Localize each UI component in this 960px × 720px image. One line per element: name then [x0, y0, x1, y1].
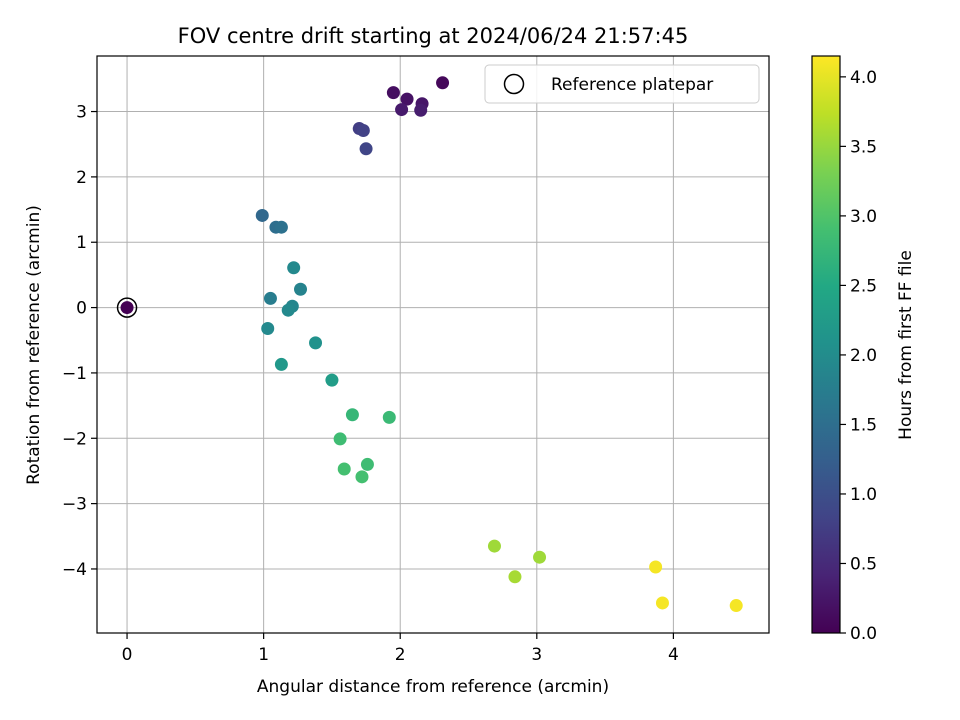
y-tick-label: −3 [62, 495, 87, 515]
data-point [263, 291, 277, 305]
y-tick-label: −1 [62, 364, 87, 384]
data-point [508, 570, 522, 584]
y-axis-label: Rotation from reference (arcmin) [24, 205, 44, 485]
y-tick-label: 0 [76, 299, 87, 319]
data-point [309, 336, 323, 350]
data-point [436, 76, 450, 90]
colorbar-tick-label: 3.0 [850, 207, 877, 227]
data-point [382, 410, 396, 424]
colorbar-tick-label: 0.5 [850, 554, 877, 574]
y-tick-label: 3 [76, 103, 87, 123]
colorbar-tick-label: 4.0 [850, 68, 877, 88]
data-point [360, 457, 374, 471]
reference-platepar-marker [116, 297, 138, 318]
colorbar-frame [811, 55, 841, 634]
data-point [649, 560, 663, 574]
colorbar-tick-label: 1.5 [850, 415, 877, 435]
data-point [337, 462, 351, 476]
data-point [414, 103, 428, 117]
colorbar-tick-label: 3.5 [850, 137, 877, 157]
data-point [325, 373, 339, 387]
colorbar-tick-label: 0.0 [850, 624, 877, 644]
x-tick-label: 3 [531, 645, 542, 665]
data-point [729, 599, 743, 613]
colorbar-gradient [812, 56, 840, 633]
data-point [274, 357, 288, 371]
legend-marker [503, 73, 525, 95]
x-axis-label: Angular distance from reference (arcmin) [257, 677, 609, 697]
legend-entry-label: Reference platepar [551, 75, 713, 95]
colorbar: 0.0 0.5 1.0 1.5 2.0 2.5 3.0 3.5 4.0 Hours from f… [811, 55, 916, 644]
colorbar-ticks: 0.0 0.5 1.0 1.5 2.0 2.5 3.0 3.5 4.0 [840, 68, 877, 644]
y-axis-ticks: −4 −3 −2 −1 0 1 2 3 [62, 103, 97, 580]
grid-lines [97, 56, 769, 633]
y-tick-label: −2 [62, 429, 87, 449]
colorbar-label: Hours from first FF file [896, 250, 916, 440]
data-point [400, 92, 414, 106]
colorbar-tick-label: 2.5 [850, 276, 877, 296]
x-tick-label: 4 [668, 645, 679, 665]
x-axis-ticks: 0 1 2 3 4 [122, 633, 679, 665]
data-point [281, 303, 295, 317]
data-point [359, 142, 373, 156]
data-point [395, 103, 409, 117]
data-point [120, 301, 134, 315]
data-point [487, 539, 501, 553]
legend-box [484, 64, 760, 104]
data-point [287, 261, 301, 275]
colorbar-tick-label: 2.0 [850, 346, 877, 366]
data-point [533, 550, 547, 564]
data-point [345, 408, 359, 422]
data-point [261, 321, 275, 335]
data-point [294, 282, 308, 296]
data-point [655, 596, 669, 610]
x-tick-label: 2 [395, 645, 406, 665]
x-tick-label: 0 [122, 645, 133, 665]
data-point [274, 220, 288, 234]
plot-area-frame [96, 55, 770, 634]
colorbar-tick-label: 1.0 [850, 485, 877, 505]
data-point [333, 432, 347, 446]
data-point [356, 123, 370, 137]
y-tick-label: 1 [76, 233, 87, 253]
data-point [355, 470, 369, 484]
data-point [386, 86, 400, 100]
legend: Reference platepar [484, 64, 760, 104]
data-point [255, 208, 269, 222]
y-tick-label: 2 [76, 168, 87, 188]
x-tick-label: 1 [258, 645, 269, 665]
y-tick-label: −4 [62, 560, 87, 580]
chart-title: FOV centre drift starting at 2024/06/24 … [178, 24, 689, 48]
data-points [116, 76, 743, 613]
